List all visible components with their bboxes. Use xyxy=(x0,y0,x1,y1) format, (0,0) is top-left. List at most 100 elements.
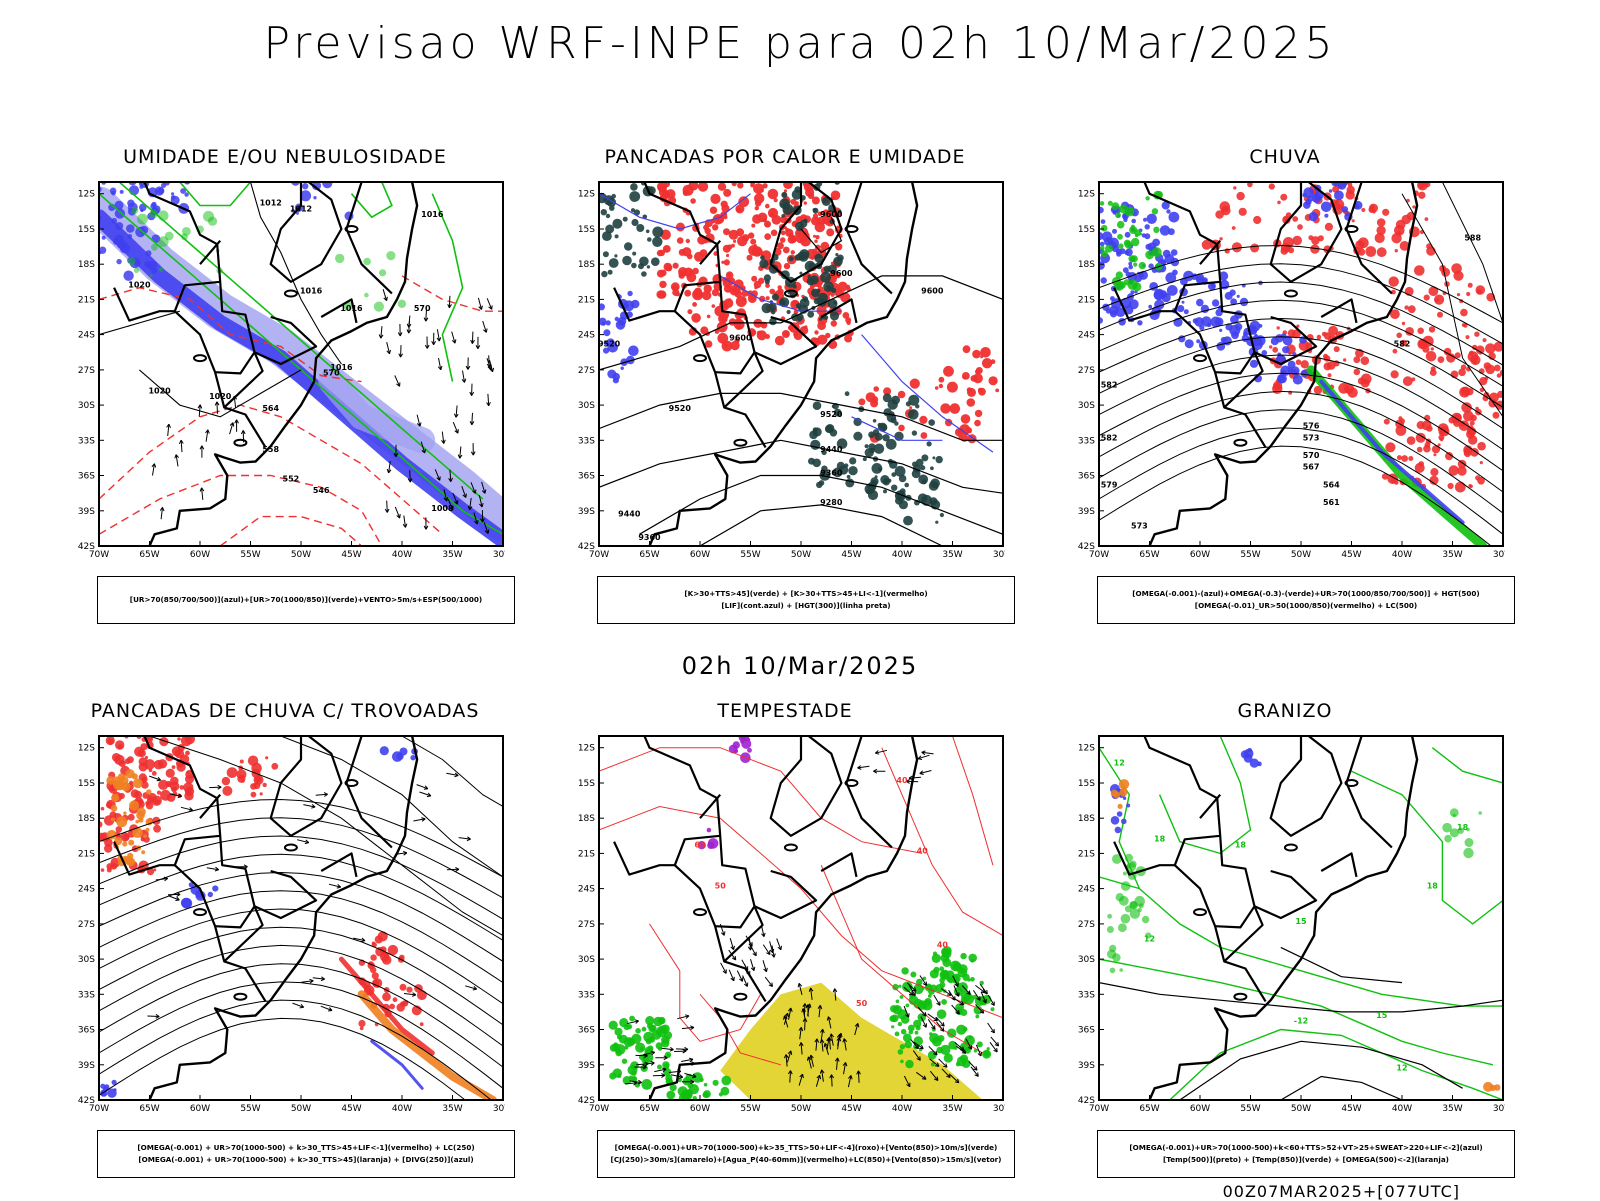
shower-area-teal xyxy=(647,237,652,242)
wind850-green xyxy=(937,1009,947,1019)
thunder-area-red xyxy=(123,834,129,840)
contour-label: 9360 xyxy=(820,469,843,478)
rain-area-red xyxy=(1296,359,1302,365)
wind850-green xyxy=(991,1007,995,1011)
shower-area-teal xyxy=(848,466,857,475)
humidity-patch-green xyxy=(374,302,384,312)
wind850-green xyxy=(969,1035,973,1039)
lon-label: 30W xyxy=(493,1104,505,1114)
temp850-green-patch xyxy=(1130,861,1137,868)
shower-area-teal xyxy=(787,310,791,314)
shower-area-teal xyxy=(883,394,892,403)
wind850-green xyxy=(619,1018,628,1027)
humidity-patch-green xyxy=(379,269,386,276)
wind-vector xyxy=(387,501,388,513)
rain-area-red xyxy=(1288,247,1294,253)
rain-area-red xyxy=(1468,283,1473,288)
hail-area-blue xyxy=(1126,804,1130,808)
lon-label: 45W xyxy=(341,1104,361,1114)
shower-area-red xyxy=(982,358,992,368)
rain-area-blue xyxy=(1177,305,1184,312)
thunder-area-red xyxy=(370,954,376,960)
thunder-area-red xyxy=(184,791,193,800)
rain-area-red xyxy=(1475,407,1479,411)
contour-label: 570 xyxy=(323,369,340,378)
shower-area-red xyxy=(710,194,720,204)
wind850-green xyxy=(702,1092,708,1098)
shower-area-red xyxy=(755,206,759,210)
wind850-green xyxy=(968,954,977,963)
contour-label: 570 xyxy=(414,304,431,313)
shower-area-teal xyxy=(883,489,887,493)
omega500-orange xyxy=(1119,779,1129,789)
lat-label: 24S xyxy=(1078,885,1095,895)
wind850-green xyxy=(905,1060,913,1068)
shower-area-red xyxy=(752,246,763,257)
shower-area-teal xyxy=(813,401,822,410)
rain-area-red xyxy=(1493,412,1500,419)
rain-area-red xyxy=(1219,237,1222,240)
wind850-green xyxy=(666,1091,675,1100)
lat-label: 30S xyxy=(578,955,595,965)
lat-label: 30S xyxy=(1078,401,1095,411)
rain-area-blue xyxy=(1125,232,1131,238)
shower-area-teal xyxy=(631,208,635,212)
wind850-green xyxy=(910,972,916,978)
streamline-arrow xyxy=(147,1016,159,1017)
shower-area-teal xyxy=(904,483,909,488)
shower-area-teal xyxy=(781,214,785,218)
wind850-green xyxy=(614,1028,622,1036)
rain-area-red xyxy=(1418,192,1425,199)
shower-area-teal xyxy=(873,419,877,423)
shower-area-red xyxy=(921,432,928,439)
humidity-patch-blue xyxy=(114,235,123,244)
shower-area-teal xyxy=(835,253,838,256)
shower-area-red xyxy=(663,245,671,253)
lat-label: 33S xyxy=(1078,990,1095,1000)
shower-area-teal xyxy=(928,419,935,426)
rain-area-red xyxy=(1476,289,1481,294)
divergence-blue-patch xyxy=(113,1088,116,1091)
wind850-green xyxy=(704,1083,708,1087)
wind850-green xyxy=(641,1079,652,1090)
thunder-area-red xyxy=(153,825,161,833)
rain-area-red xyxy=(1232,226,1236,230)
shower-area-teal xyxy=(827,287,831,291)
rain-area-blue xyxy=(1277,353,1281,357)
shower-area-red xyxy=(704,285,712,293)
lat-label: 27S xyxy=(1078,366,1095,376)
wind850-green xyxy=(933,967,939,973)
wind850-green xyxy=(719,1092,723,1096)
thunder-area-red xyxy=(222,786,232,796)
shower-area-red xyxy=(972,350,981,359)
shower-area-teal xyxy=(853,432,862,441)
lat-label: 15S xyxy=(578,225,595,235)
rain-area-red xyxy=(1389,276,1399,286)
rain-area-blue xyxy=(1106,308,1111,313)
rain-area-red xyxy=(1418,461,1424,467)
shower-area-red xyxy=(775,336,785,346)
contour-label: 564 xyxy=(262,404,279,413)
rain-area-red xyxy=(1470,421,1475,426)
lon-label: 65W xyxy=(1139,550,1159,560)
rain-area-blue xyxy=(1184,309,1189,314)
shower-area-teal xyxy=(813,208,819,214)
wind850-green xyxy=(962,1059,971,1068)
lif-blue-patch xyxy=(621,367,624,370)
rain-area-red xyxy=(1468,435,1477,444)
wind850-green xyxy=(642,1027,647,1032)
lon-label: 35W xyxy=(942,550,962,560)
shower-area-teal xyxy=(641,271,647,277)
wind850-vector xyxy=(676,1049,688,1050)
shower-area-red xyxy=(712,304,716,308)
shower-area-teal xyxy=(636,224,644,232)
wind850-green xyxy=(975,1015,979,1019)
shower-area-teal xyxy=(647,265,650,268)
shower-area-teal xyxy=(903,516,913,526)
valid-time-title: 02h 10/Mar/2025 xyxy=(0,652,1600,680)
thunder-area-red xyxy=(248,756,258,766)
humidity-patch-blue xyxy=(169,174,172,177)
thunder-area-red xyxy=(372,978,382,988)
